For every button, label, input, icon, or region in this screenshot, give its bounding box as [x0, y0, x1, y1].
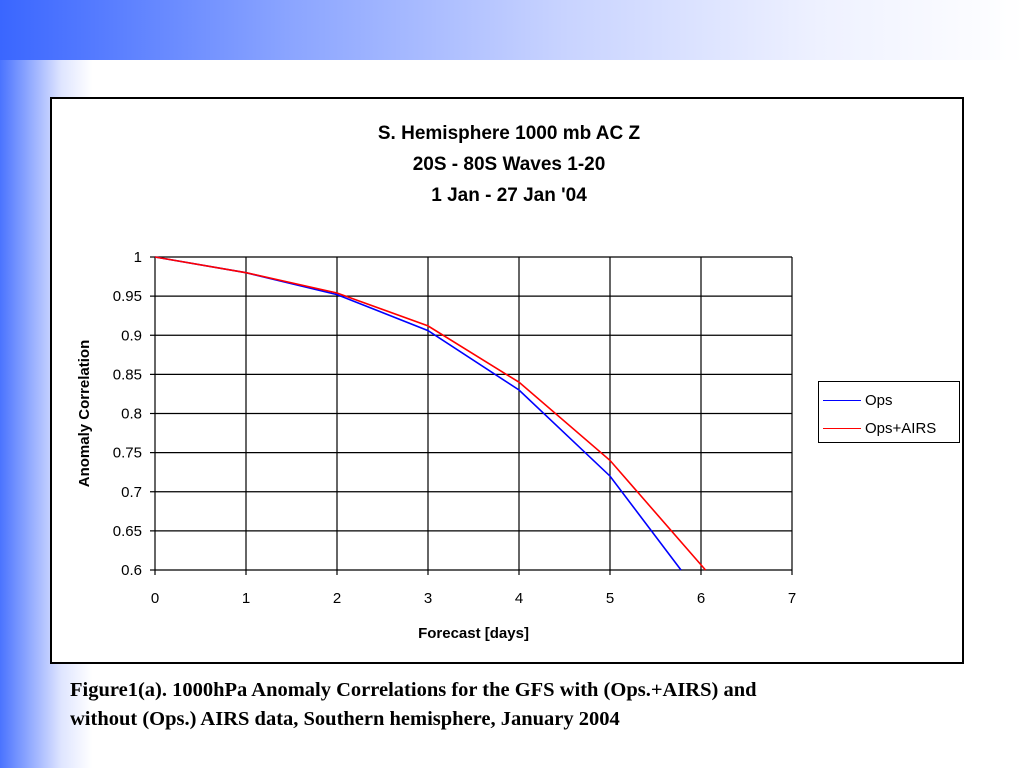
chart-title-line: 20S - 80S Waves 1-20: [413, 154, 606, 175]
series-line-ops-airs: [154, 256, 707, 571]
y-tick-label: 1: [134, 249, 142, 266]
y-tick-label: 0.85: [113, 366, 142, 383]
legend-swatch-ops-airs: [823, 427, 861, 429]
y-tick-label: 0.6: [121, 562, 142, 579]
y-tick-label: 0.75: [113, 445, 142, 462]
legend-item-ops: Ops: [823, 390, 893, 410]
chart-title-line: S. Hemisphere 1000 mb AC Z: [378, 123, 641, 144]
x-tick-label: 0: [151, 590, 159, 607]
legend-label-ops: Ops: [865, 391, 893, 409]
caption-line-2: without (Ops.) AIRS data, Southern hemis…: [70, 708, 620, 730]
line-chart: S. Hemisphere 1000 mb AC Z 20S - 80S Wave…: [76, 123, 796, 642]
legend: Ops Ops+AIRS: [818, 381, 960, 443]
x-tick-label: 7: [788, 590, 796, 607]
legend-item-ops-airs: Ops+AIRS: [823, 418, 936, 438]
y-tick-label: 0.95: [113, 288, 142, 305]
y-tick-label: 0.9: [121, 327, 142, 344]
x-tick-label: 2: [333, 590, 341, 607]
x-tick-label: 4: [515, 590, 523, 607]
chart-frame: S. Hemisphere 1000 mb AC Z 20S - 80S Wave…: [50, 97, 964, 664]
y-tick-label: 0.8: [121, 406, 142, 423]
legend-label-ops-airs: Ops+AIRS: [865, 419, 937, 437]
x-tick-label: 1: [242, 590, 250, 607]
x-axis-label: Forecast [days]: [418, 625, 529, 642]
x-tick-label: 3: [424, 590, 432, 607]
x-tick-label: 5: [606, 590, 614, 607]
legend-swatch-ops: [823, 399, 861, 401]
y-axis-label: Anomaly Correlation: [76, 340, 93, 488]
x-tick-label: 6: [697, 590, 705, 607]
figure-caption: Figure1(a). 1000hPa Anomaly Correlations…: [70, 676, 970, 734]
caption-line-1: Figure1(a). 1000hPa Anomaly Correlations…: [70, 679, 757, 701]
y-tick-label: 0.65: [113, 523, 142, 540]
y-tick-label: 0.7: [121, 484, 142, 501]
chart-title-line: 1 Jan - 27 Jan '04: [431, 185, 587, 206]
